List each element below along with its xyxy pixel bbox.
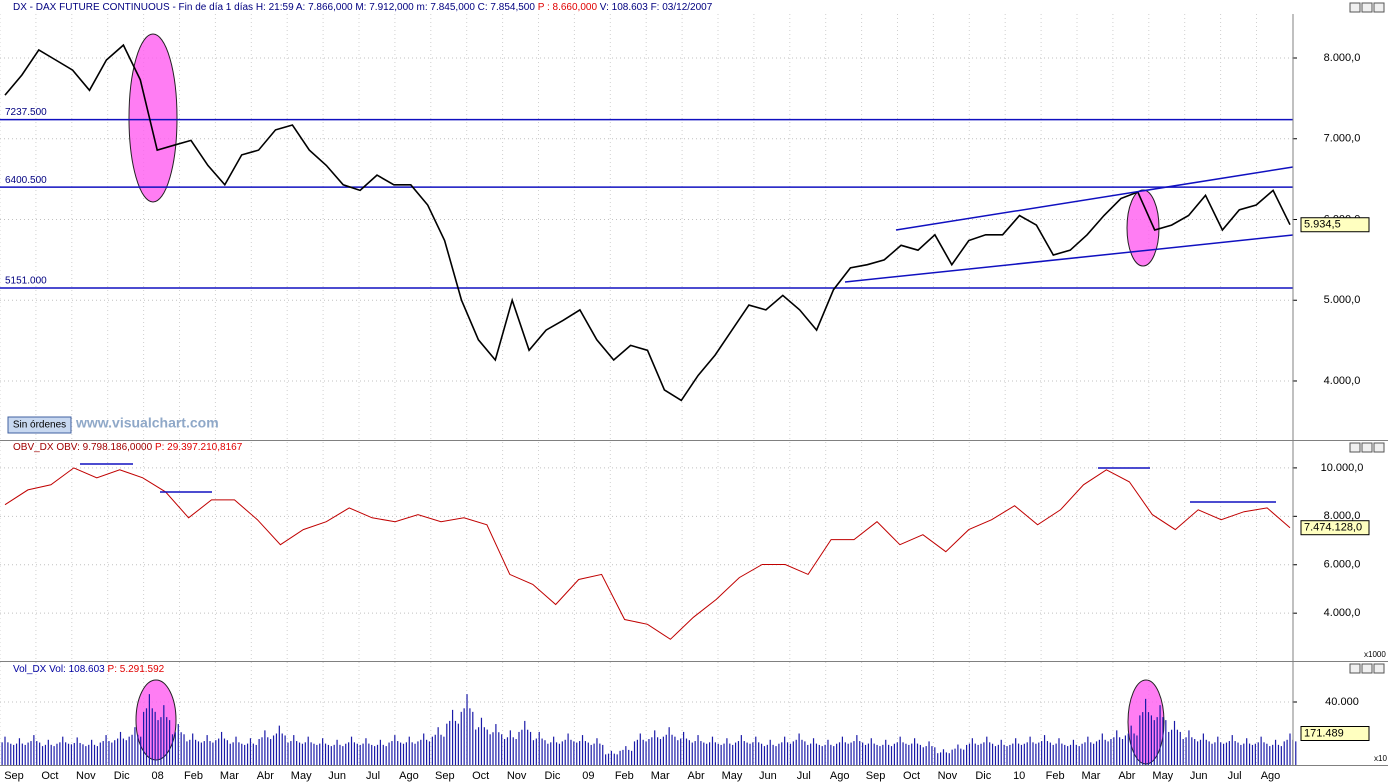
maximize-button[interactable] [1361,663,1373,674]
x-tick-label: Sep [4,770,24,782]
x-tick-label: Feb [184,770,203,782]
x-tick-label: Jun [1190,770,1208,782]
title-text: OBV_DX OBV: 9.798.186,0000 [13,442,153,453]
grid-layer [0,14,1297,765]
x-tick-label: Ago [1261,770,1281,782]
x-tick-label: Jul [366,770,380,782]
y-tick-label: 5.000,0 [1324,294,1361,306]
series-line [4,43,1291,402]
title-extra: P: 5.291.592 [108,664,165,675]
title-extra: P: 29.397.210,8167 [155,442,243,453]
trend-line [844,234,1294,283]
maximize-button[interactable] [1361,2,1373,13]
volume-title: Vol_DX Vol: 108.603 P: 5.291.592 [13,664,165,675]
x-tick-label: Jun [328,770,346,782]
frame [0,14,1388,766]
x-tick-label: Oct [472,770,489,782]
x-tick-label: Nov [938,770,958,782]
x-tick-label: Mar [220,770,239,782]
minimize-button[interactable] [1349,442,1361,453]
x-tick-label: May [291,770,312,782]
level-label: 5151.000 [5,276,47,287]
x-tick-label: Feb [615,770,634,782]
y-tick-label: 40.000 [1325,696,1359,708]
scale-label: x1000 [1364,650,1386,659]
y-tick-label: 8.000,0 [1324,510,1361,522]
current-value-label: 171.489 [1304,727,1344,739]
x-tick-label: Dic [114,770,130,782]
x-tick-label: Jul [797,770,811,782]
title-text: DX - DAX FUTURE CONTINUOUS - Fin de día … [13,2,535,13]
title-text: Vol_DX Vol: 108.603 [13,664,105,675]
x-tick-label: Mar [1082,770,1101,782]
series-line [4,467,1291,640]
maximize-button[interactable] [1361,442,1373,453]
current-value-label: 7.474.128,0 [1304,522,1362,534]
y-tick-label: 6.000,0 [1324,559,1361,571]
x-tick-label: Dic [545,770,561,782]
close-button[interactable] [1373,442,1385,453]
minimize-button[interactable] [1349,2,1361,13]
orders-button[interactable] [7,416,72,434]
watermark: www.visualchart.com [75,415,219,431]
x-tick-label: 09 [582,770,594,782]
trend-lines [80,166,1294,503]
x-tick-label: 08 [151,770,163,782]
y-tick-label: 4.000,0 [1324,375,1361,387]
x-tick-label: Abr [688,770,705,782]
x-tick-label: Abr [257,770,274,782]
x-tick-label: Sep [866,770,886,782]
current-value-box [1300,520,1370,536]
x-tick-label: Jul [1228,770,1242,782]
y-tick-label: 7.000,0 [1324,133,1361,145]
x-tick-label: Mar [651,770,670,782]
title-tail: V: 108.603 F: 03/12/2007 [600,2,713,13]
x-tick-label: 10 [1013,770,1025,782]
y-tick-label: 10.000,0 [1321,462,1364,474]
x-tick-label: Abr [1118,770,1135,782]
x-tick-label: Feb [1046,770,1065,782]
highlight-ellipse [128,33,178,203]
x-tick-label: Jun [759,770,777,782]
orders-button-label[interactable]: Sin órdenes [13,420,66,431]
price-title: DX - DAX FUTURE CONTINUOUS - Fin de día … [13,2,713,13]
x-tick-label: May [1152,770,1173,782]
window-buttons [1349,2,1385,674]
close-button[interactable] [1373,2,1385,13]
level-label: 7237.500 [5,107,47,118]
y-tick-label: 4.000,0 [1324,607,1361,619]
scale-label: x10 [1374,754,1387,763]
obv-title: OBV_DX OBV: 9.798.186,0000 P: 29.397.210… [13,442,243,453]
x-tick-label: Ago [399,770,419,782]
current-value-box [1300,217,1370,233]
x-tick-label: Oct [41,770,58,782]
current-value-box [1300,726,1370,742]
level-label: 6400.500 [5,175,47,186]
x-tick-label: May [722,770,743,782]
y-tick-label: 8.000,0 [1324,52,1361,64]
x-tick-label: Nov [507,770,527,782]
marks-layer [0,43,1297,765]
x-tick-label: Nov [76,770,96,782]
minimize-button[interactable] [1349,663,1361,674]
close-button[interactable] [1373,663,1385,674]
title-extra: P : 8.660,000 [538,2,598,13]
current-value-label: 5.934,5 [1304,219,1341,231]
x-tick-label: Sep [435,770,455,782]
x-tick-label: Dic [975,770,991,782]
x-tick-label: Oct [903,770,920,782]
x-tick-label: Ago [830,770,850,782]
trend-line [895,166,1294,231]
